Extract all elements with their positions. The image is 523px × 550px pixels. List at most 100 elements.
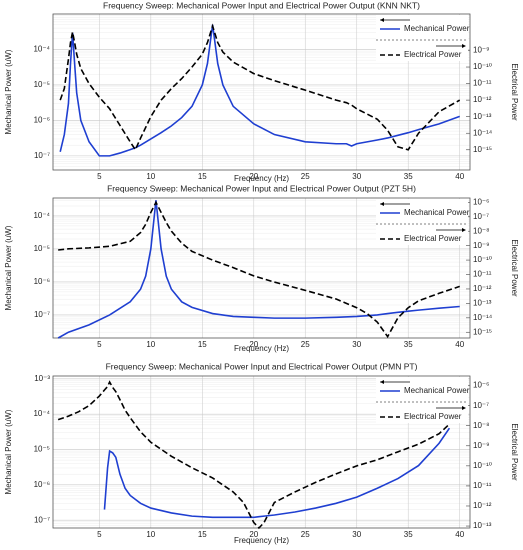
panel: 5 10 15 20 25 30 35 40 10⁻⁷ 10⁻⁶ 10⁻⁵ 10⁻⁴ 10⁻³ 10⁻¹³… — [4, 361, 519, 545]
x-tick-label: 5 — [97, 530, 102, 539]
chart-title: Frequency Sweep: Mechanical Power Input … — [107, 183, 416, 193]
legend-arrow-head — [462, 44, 466, 48]
x-axis-label: Frequency (Hz) — [234, 536, 289, 545]
x-tick-label: 40 — [455, 530, 464, 539]
y-tick-label: 10⁻⁶ — [34, 116, 50, 125]
data-line — [57, 200, 460, 339]
x-tick-label: 25 — [301, 340, 310, 349]
legend-arrow-head — [462, 228, 466, 232]
y2-tick-label: 10⁻¹⁰ — [473, 62, 492, 71]
x-tick-label: 15 — [198, 172, 207, 181]
y-tick-label: 10⁻³ — [34, 374, 50, 383]
x-tick-label: 25 — [301, 530, 310, 539]
y2-axis-label: Electrical Power — [510, 423, 519, 481]
y-tick-label: 10⁻⁷ — [34, 515, 50, 524]
plot-frame — [52, 197, 471, 339]
y2-tick-label: 10⁻⁷ — [473, 212, 489, 221]
plot-frame — [52, 375, 471, 529]
legend-box — [376, 199, 468, 245]
y-tick-label: 10⁻⁶ — [34, 277, 50, 286]
y-axis-label: Mechanical Power (uW) — [4, 225, 13, 310]
y2-tick-label: 10⁻⁷ — [473, 401, 489, 410]
x-tick-label: 30 — [352, 340, 361, 349]
data-line — [103, 427, 451, 519]
x-tick-label: 10 — [146, 172, 155, 181]
y-tick-label: 10⁻⁷ — [34, 310, 50, 319]
data-line — [59, 23, 461, 152]
y-tick-label: 10⁻⁴ — [33, 45, 50, 54]
y-tick-label: 10⁻⁵ — [34, 80, 50, 89]
y2-tick-label: 10⁻¹¹ — [473, 270, 492, 279]
y2-tick-label: 10⁻¹² — [473, 501, 492, 510]
y2-tick-label: 10⁻¹¹ — [473, 79, 492, 88]
legend-arrow-head — [380, 202, 384, 206]
x-tick-label: 40 — [455, 172, 464, 181]
y2-tick-label: 10⁻⁸ — [473, 421, 490, 430]
y2-tick-label: 10⁻⁹ — [473, 441, 490, 450]
y-tick-label: 10⁻⁴ — [33, 211, 50, 220]
chart-title: Frequency Sweep: Mechanical Power Input … — [106, 361, 418, 371]
y2-tick-label: 10⁻⁸ — [473, 226, 490, 235]
x-tick-label: 25 — [301, 172, 310, 181]
y-tick-label: 10⁻⁵ — [34, 445, 50, 454]
x-tick-label: 35 — [404, 340, 413, 349]
legend-label: Electrical Power — [404, 412, 462, 421]
y2-axis-label: Electrical Power — [510, 239, 519, 297]
plot-frame — [52, 13, 471, 171]
legend-box — [376, 15, 468, 61]
y2-tick-label: 10⁻¹³ — [473, 521, 492, 530]
y2-tick-label: 10⁻¹¹ — [473, 481, 492, 490]
y-axis-label: Mechanical Power (uW) — [4, 49, 13, 134]
y2-tick-label: 10⁻⁹ — [473, 241, 490, 250]
x-axis-label: Frequency (Hz) — [234, 344, 289, 353]
y2-tick-label: 10⁻¹⁰ — [473, 461, 492, 470]
y2-tick-label: 10⁻¹² — [473, 95, 492, 104]
panel: 5 10 15 20 25 30 35 40 10⁻⁷ 10⁻⁶ 10⁻⁵ 10⁻⁴ 10⁻¹⁵ 10⁻¹… — [4, 183, 519, 353]
legend-arrow-head — [380, 18, 384, 22]
y-tick-label: 10⁻⁷ — [34, 151, 50, 160]
panel: 5 10 15 20 25 30 35 40 10⁻⁷ 10⁻⁶ 10⁻⁵ 10⁻⁴ 10⁻¹⁵ 10⁻¹… — [4, 0, 519, 183]
y2-tick-label: 10⁻¹³ — [473, 298, 492, 307]
y2-tick-label: 10⁻¹⁵ — [473, 145, 492, 154]
x-tick-label: 15 — [198, 530, 207, 539]
x-tick-label: 20 — [249, 340, 258, 349]
legend-label: Mechanical Power — [404, 24, 470, 33]
legend-label: Mechanical Power — [404, 386, 470, 395]
y2-tick-label: 10⁻⁹ — [473, 46, 490, 55]
y2-tick-label: 10⁻¹⁰ — [473, 255, 492, 264]
y-axis-label: Mechanical Power (uW) — [4, 409, 13, 494]
x-tick-label: 35 — [404, 530, 413, 539]
y2-tick-label: 10⁻⁶ — [473, 197, 489, 206]
x-tick-label: 10 — [146, 530, 155, 539]
data-line — [59, 24, 460, 157]
data-line — [58, 200, 460, 339]
legend-box — [376, 377, 468, 423]
legend-arrow-head — [380, 380, 384, 384]
y2-axis-label: Electrical Power — [510, 63, 519, 121]
y2-tick-label: 10⁻⁶ — [473, 381, 489, 390]
chart-title: Frequency Sweep: Mechanical Power Input … — [103, 0, 420, 10]
legend-label: Mechanical Power — [404, 208, 470, 217]
y2-tick-label: 10⁻¹² — [473, 284, 492, 293]
y-tick-label: 10⁻⁶ — [34, 480, 50, 489]
data-line — [57, 380, 450, 530]
y2-tick-label: 10⁻¹⁴ — [473, 313, 493, 322]
x-tick-label: 40 — [455, 340, 464, 349]
y2-tick-label: 10⁻¹⁴ — [473, 128, 493, 137]
y2-tick-label: 10⁻¹³ — [473, 112, 492, 121]
legend-label: Electrical Power — [404, 50, 462, 59]
legend-label: Electrical Power — [404, 234, 462, 243]
y-tick-label: 10⁻⁴ — [33, 409, 50, 418]
x-tick-label: 5 — [97, 172, 102, 181]
x-tick-label: 20 — [249, 530, 258, 539]
x-tick-label: 15 — [198, 340, 207, 349]
x-tick-label: 30 — [352, 172, 361, 181]
x-axis-label: Frequency (Hz) — [234, 174, 289, 183]
x-tick-label: 30 — [352, 530, 361, 539]
y-tick-label: 10⁻⁵ — [34, 244, 50, 253]
y2-tick-label: 10⁻¹⁵ — [473, 327, 492, 336]
x-tick-label: 10 — [146, 340, 155, 349]
x-tick-label: 35 — [404, 172, 413, 181]
x-tick-label: 20 — [249, 172, 258, 181]
